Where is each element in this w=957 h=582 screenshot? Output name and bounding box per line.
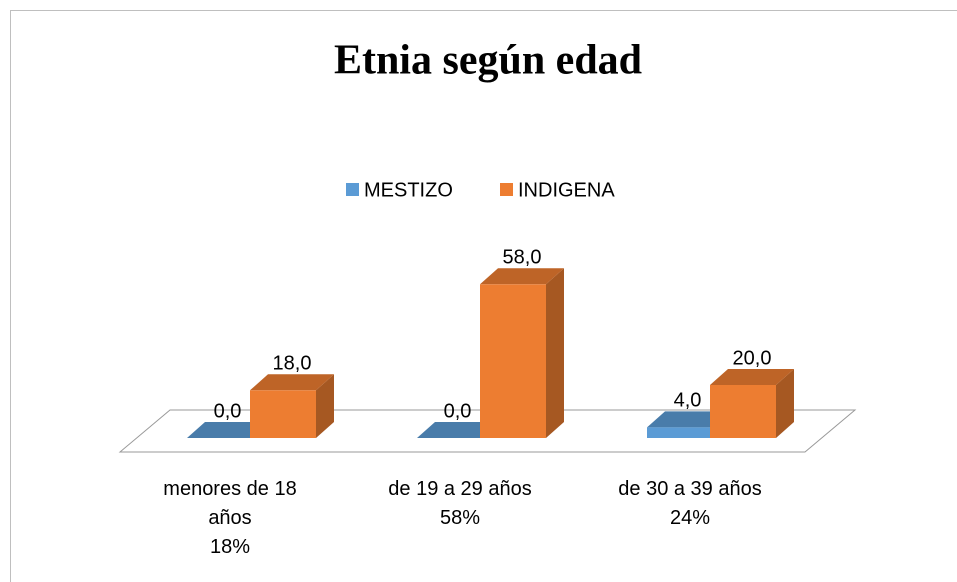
data-label: 0,0 — [444, 400, 472, 422]
bar-side — [776, 369, 794, 438]
bar — [250, 374, 334, 438]
bar-front — [480, 284, 546, 438]
bar-side — [316, 374, 334, 438]
bar — [710, 369, 794, 438]
bar-top — [647, 411, 728, 428]
x-tick-label: de 19 a 29 años 58% — [388, 478, 532, 529]
bar — [417, 422, 498, 438]
chart-title: Etnia según edad — [334, 38, 642, 84]
bar-side — [546, 268, 564, 438]
bar-front — [647, 427, 710, 438]
data-label: 18,0 — [273, 353, 312, 375]
bar-top — [250, 374, 334, 391]
bar-top — [187, 422, 268, 438]
bar-front — [710, 385, 776, 438]
data-label: 0,0 — [214, 400, 242, 422]
legend-swatch — [346, 183, 359, 196]
data-label: 20,0 — [733, 347, 772, 369]
bar-top — [480, 268, 564, 285]
bar-front — [250, 390, 316, 438]
x-tick-label: de 30 a 39 años 24% — [618, 478, 762, 529]
bar-top — [710, 369, 794, 385]
bar — [480, 268, 564, 438]
legend-label: INDIGENA — [518, 179, 615, 201]
bar-top — [417, 422, 498, 438]
legend-swatch — [500, 183, 513, 196]
bar — [187, 422, 268, 438]
data-label: 58,0 — [503, 247, 542, 269]
x-tick-label: menores de 18 años 18% — [163, 478, 297, 558]
data-label: 4,0 — [674, 390, 702, 412]
legend-label: MESTIZO — [364, 179, 453, 201]
